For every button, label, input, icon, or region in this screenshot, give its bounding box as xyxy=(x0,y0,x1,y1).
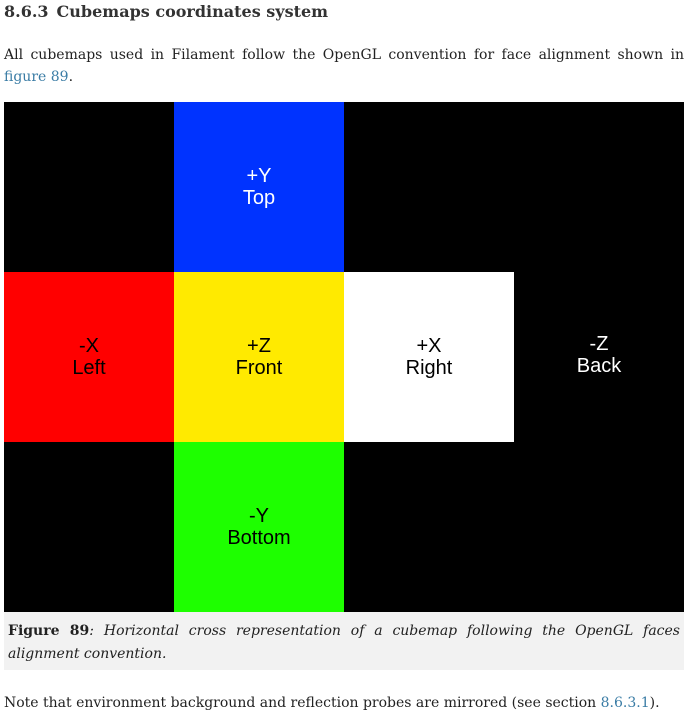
face-front-name: Front xyxy=(235,357,283,379)
face-back-name: Back xyxy=(576,355,622,377)
intro-text: All cubemaps used in Filament follow the… xyxy=(4,47,684,63)
caption-label: Figure 89 xyxy=(8,623,90,639)
face-top-axis: +Y xyxy=(246,165,272,187)
face-right-axis: +X xyxy=(416,335,442,357)
section-title: Cubemaps coordinates system xyxy=(56,2,329,21)
section-number: 8.6.3 xyxy=(4,2,49,21)
face-top: +Y Top xyxy=(174,102,344,272)
face-bottom: -Y Bottom xyxy=(174,442,344,612)
figure-link[interactable]: figure 89 xyxy=(4,69,69,85)
section-heading: 8.6.3 Cubemaps coordinates system xyxy=(4,2,328,21)
face-right-name: Right xyxy=(405,357,453,379)
intro-end: . xyxy=(68,69,74,85)
face-left-name: Left xyxy=(72,357,106,379)
section-link[interactable]: 8.6.3.1 xyxy=(600,695,650,711)
figure-caption: Figure 89: Horizontal cross representati… xyxy=(4,612,684,670)
note-end: ). xyxy=(649,695,660,711)
face-top-name: Top xyxy=(242,187,276,209)
face-left-axis: -X xyxy=(79,335,99,357)
face-bottom-axis: -Y xyxy=(249,505,269,527)
note-paragraph: Note that environment background and ref… xyxy=(4,692,684,714)
face-front: +Z Front xyxy=(174,272,344,442)
face-back-axis: -Z xyxy=(589,333,609,355)
face-left: -X Left xyxy=(4,272,174,442)
face-bottom-name: Bottom xyxy=(227,527,291,549)
note-text: Note that environment background and ref… xyxy=(4,695,601,711)
intro-paragraph: All cubemaps used in Filament follow the… xyxy=(4,44,684,88)
face-front-axis: +Z xyxy=(247,335,271,357)
face-right: +X Right xyxy=(344,272,514,442)
cubemap-cross-figure: +Y Top -X Left +Z Front +X Right -Z Back… xyxy=(4,102,684,612)
face-back: -Z Back xyxy=(514,272,684,442)
caption-text: : Horizontal cross representation of a c… xyxy=(8,623,680,662)
